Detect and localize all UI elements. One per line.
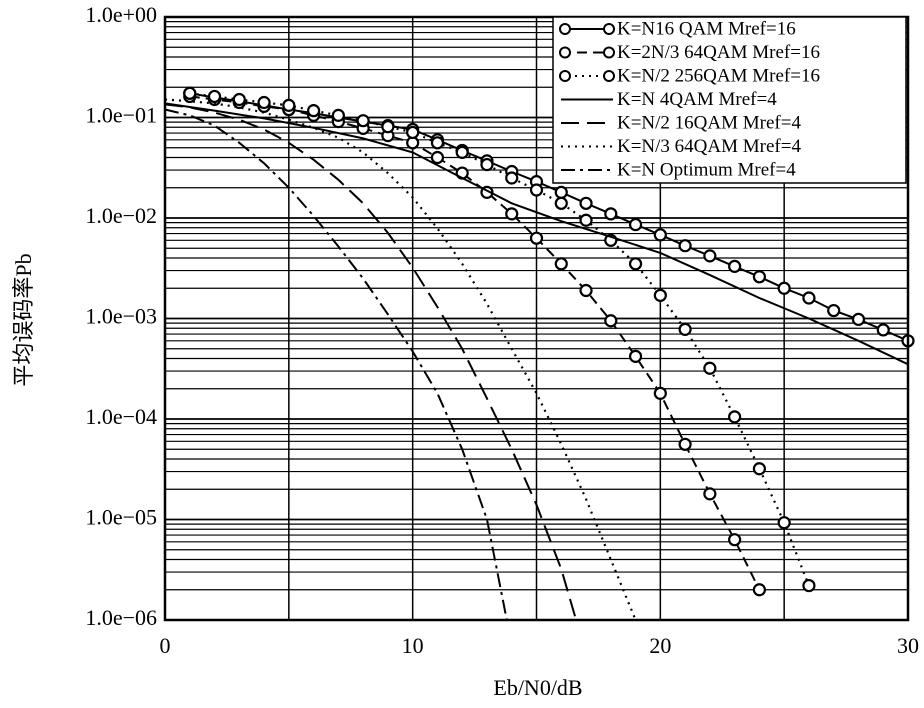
data-point (554, 257, 568, 271)
x-tick-label: 0 (160, 633, 171, 658)
data-point (678, 239, 692, 253)
data-point (728, 533, 742, 547)
data-point (802, 578, 816, 593)
data-point (777, 516, 791, 530)
series-line (164, 102, 909, 366)
data-point (851, 312, 866, 326)
data-point (876, 323, 890, 337)
data-point (183, 86, 197, 100)
data-point (579, 213, 593, 227)
data-point (728, 259, 742, 273)
data-point (480, 157, 494, 172)
data-point (554, 185, 568, 199)
data-point (628, 257, 643, 271)
x-tick-label: 10 (402, 633, 424, 658)
data-point (703, 249, 717, 263)
data-point (752, 270, 767, 284)
y-tick-label: 1.0e+00 (85, 2, 157, 27)
y-tick-label: 1.0e−02 (85, 203, 157, 228)
y-axis-label: 平均误码率Pb (11, 253, 36, 386)
series-line (164, 103, 578, 621)
data-point (331, 108, 345, 122)
legend-marker (603, 70, 615, 82)
series-line (189, 95, 761, 591)
data-point (505, 171, 519, 185)
data-point (777, 281, 791, 295)
data-point (802, 291, 816, 305)
data-point (703, 361, 717, 375)
data-point (232, 92, 246, 107)
data-point (678, 437, 692, 451)
data-point (653, 228, 667, 242)
data-point (579, 196, 593, 210)
legend-marker (559, 70, 571, 82)
data-point (653, 288, 667, 302)
data-point (529, 231, 544, 245)
data-point (430, 150, 445, 165)
data-point (752, 462, 767, 476)
legend: K=N16 QAM Mref=16K=2N/3 64QAM Mref=16K=N… (552, 16, 907, 184)
legend-marker (559, 23, 571, 35)
series-line (164, 98, 637, 621)
y-tick-label: 1.0e−04 (85, 404, 157, 429)
data-point (554, 196, 568, 210)
legend-label: K=N Optimum Mref=4 (617, 159, 796, 180)
data-point (827, 303, 841, 318)
data-point (207, 89, 222, 104)
legend-label: K=N 4QAM Mref=4 (617, 89, 777, 110)
legend-label: K=N/2 16QAM Mref=4 (617, 112, 801, 133)
series-line (164, 108, 508, 621)
legend-marker (603, 23, 615, 35)
data-point (307, 104, 321, 118)
data-point (604, 314, 618, 328)
data-point (678, 322, 692, 336)
data-point (653, 386, 667, 400)
legend-label: K=2N/3 64QAM Mref=16 (617, 42, 820, 63)
y-tick-label: 1.0e−05 (85, 505, 157, 530)
data-point (628, 217, 643, 232)
legend-label: K=N/3 64QAM Mref=4 (617, 136, 801, 157)
data-point (282, 98, 296, 112)
data-point (505, 207, 519, 221)
data-point (529, 183, 544, 197)
plot-frame (163, 15, 910, 622)
y-tick-label: 1.0e−01 (85, 103, 157, 128)
data-point (356, 114, 370, 128)
x-tick-label: 20 (649, 633, 671, 658)
legend-label: K=N16 QAM Mref=16 (617, 18, 796, 39)
data-point (703, 487, 717, 501)
legend-label: K=N/2 256QAM Mref=16 (617, 65, 820, 86)
data-point (579, 283, 593, 298)
data-point (381, 120, 395, 134)
data-point (430, 136, 445, 150)
legend-marker (559, 46, 571, 59)
legend-marker (603, 46, 615, 59)
data-point (406, 125, 420, 140)
data-point (455, 145, 469, 159)
data-point (604, 207, 618, 221)
data-point (752, 583, 767, 597)
y-tick-label: 1.0e−06 (85, 605, 157, 630)
data-point (628, 349, 643, 363)
x-axis-label: Eb/N0/dB (493, 675, 582, 700)
data-point (728, 410, 742, 424)
data-point (257, 95, 271, 110)
y-tick-label: 1.0e−03 (85, 304, 157, 329)
x-tick-label: 30 (897, 633, 919, 658)
